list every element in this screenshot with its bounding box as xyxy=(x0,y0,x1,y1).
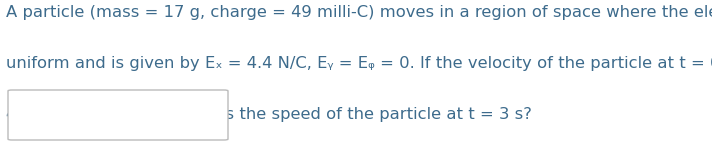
Text: A particle (mass = 17 g, charge = 49 milli-C) moves in a region of space where t: A particle (mass = 17 g, charge = 49 mil… xyxy=(6,5,712,20)
Text: uniform and is given by Eₓ = 4.4 N/C, Eᵧ = Eᵩ = 0. If the velocity of the partic: uniform and is given by Eₓ = 4.4 N/C, Eᵧ… xyxy=(6,56,712,71)
FancyBboxPatch shape xyxy=(8,90,228,140)
Text: 46 m/s, vₓ = vᵩ = 0, what is the speed of the particle at t = 3 s?: 46 m/s, vₓ = vᵩ = 0, what is the speed o… xyxy=(6,107,532,122)
